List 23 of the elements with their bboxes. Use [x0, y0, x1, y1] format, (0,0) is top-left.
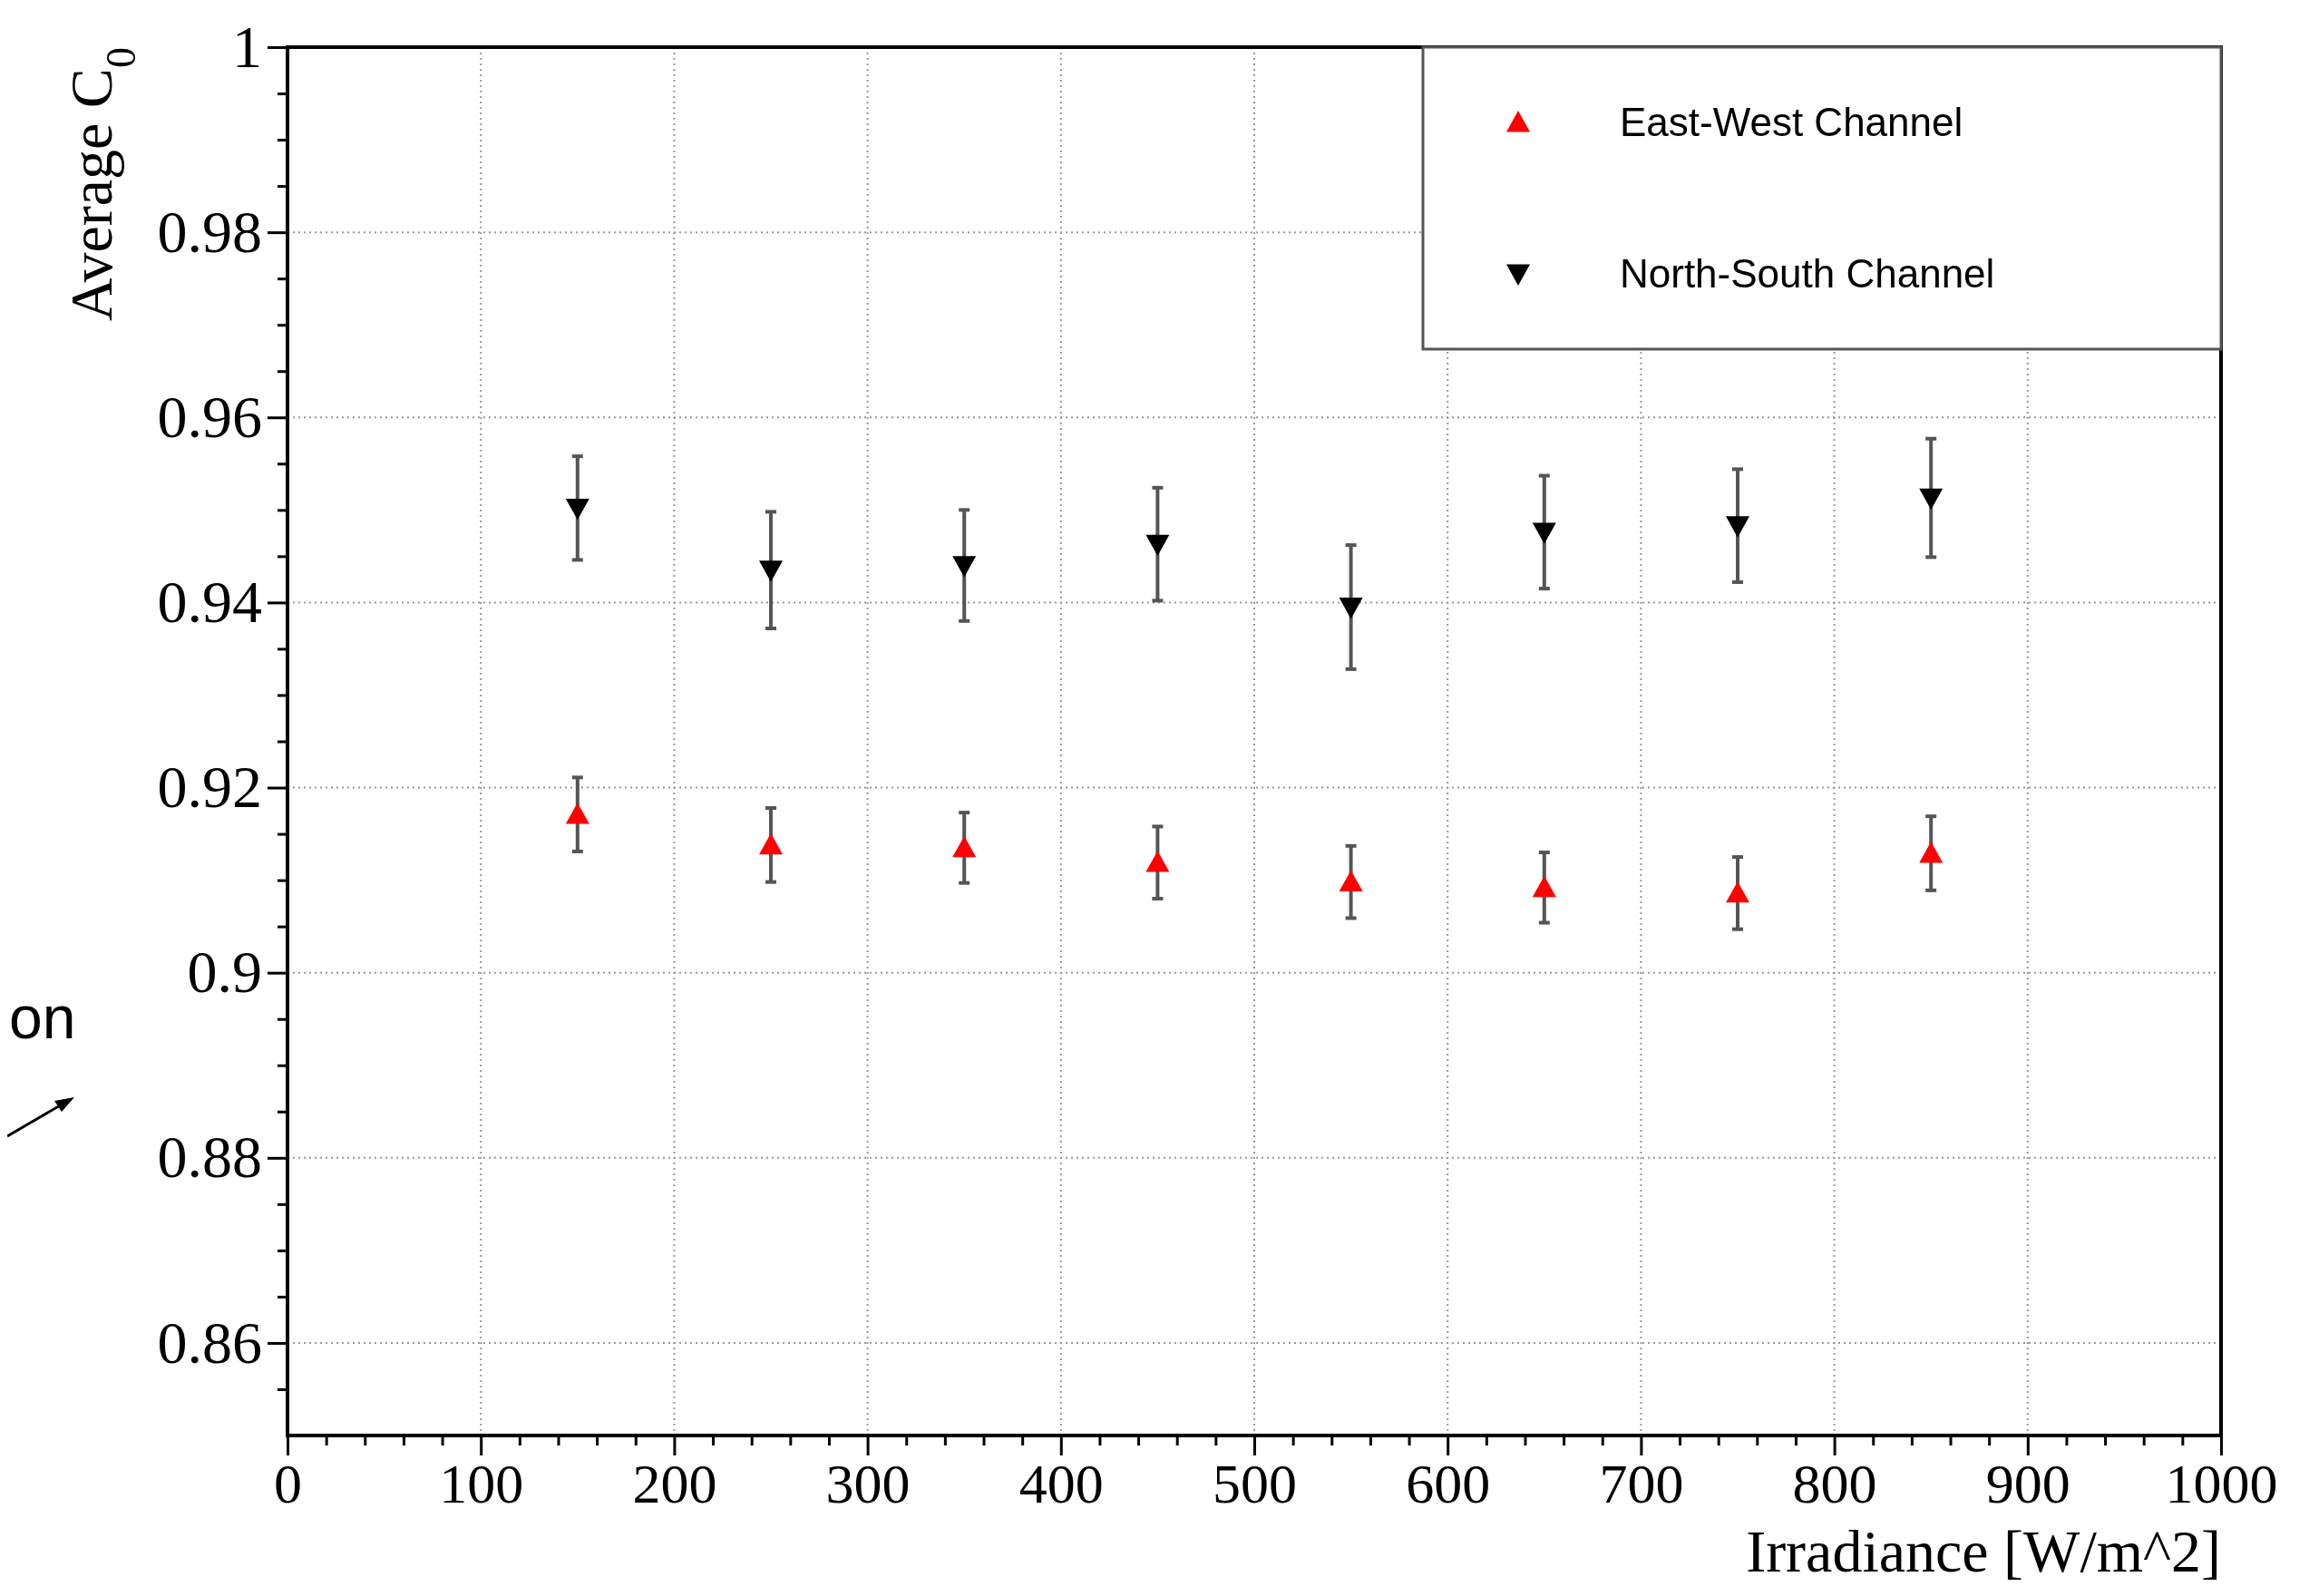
y-tick-label: 0.98: [157, 198, 262, 265]
x-tick-label: 400: [1018, 1453, 1104, 1515]
x-tick-label: 800: [1792, 1453, 1877, 1515]
y-tick-label: 0.92: [157, 754, 262, 821]
text: on: [9, 984, 76, 1051]
legend-label: North-South Channel: [1620, 251, 1995, 296]
y-tick-label: 0.9: [187, 939, 262, 1006]
x-tick-label: 200: [632, 1453, 717, 1515]
x-tick-label: 1000: [2165, 1453, 2278, 1515]
x-tick-label: 0: [274, 1453, 302, 1515]
x-axis-title: Irradiance [W/m^2]: [1746, 1518, 2221, 1584]
y-tick-label: 0.96: [157, 383, 262, 450]
y-tick-label: 0.94: [157, 569, 262, 636]
legend-label: East-West Channel: [1620, 100, 1963, 144]
x-tick-label: 900: [1985, 1453, 2070, 1515]
x-tick-label: 600: [1406, 1453, 1491, 1515]
y-tick-label: 0.86: [157, 1309, 262, 1376]
x-tick-label: 700: [1599, 1453, 1684, 1515]
y-tick-label: 1: [232, 13, 262, 80]
y-tick-label: 0.88: [157, 1124, 262, 1191]
x-tick-label: 100: [439, 1453, 524, 1515]
x-tick-label: 300: [825, 1453, 911, 1515]
x-tick-label: 500: [1213, 1453, 1297, 1515]
